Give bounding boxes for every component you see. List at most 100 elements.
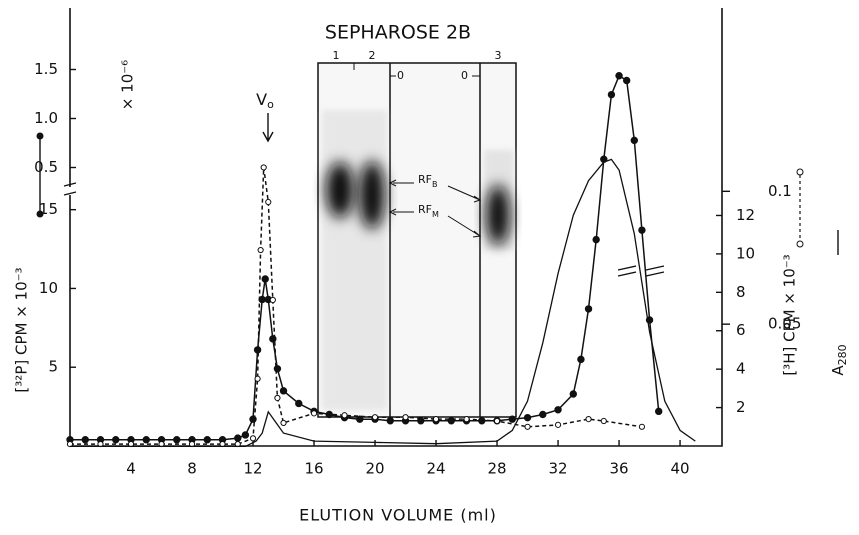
x-tick-label: 16 (304, 460, 323, 478)
data-point (585, 416, 592, 423)
data-point (274, 394, 281, 402)
y-tick-label: 10 (39, 279, 58, 297)
band-main: RF (418, 173, 432, 186)
data-point (584, 305, 593, 313)
y-tick-label: 5 (48, 358, 58, 376)
data-point (261, 275, 269, 283)
lane-label: 1 (333, 49, 340, 62)
x-tick-label: 12 (243, 460, 262, 478)
data-point (260, 164, 267, 171)
v0-arrow (262, 113, 274, 143)
x-tick-label: 24 (426, 460, 445, 478)
y3-tick-label: 0.05 (768, 315, 801, 333)
data-point (638, 226, 646, 234)
data-point (493, 417, 501, 425)
y2-tick-label: 10 (736, 244, 755, 262)
data-point (249, 435, 257, 442)
data-point (142, 435, 150, 444)
chart-title: SEPHAROSE 2B (325, 22, 471, 44)
data-point (524, 423, 531, 430)
y-upper-label: × 10⁻⁶ (119, 60, 137, 110)
legend-3h (796, 168, 804, 248)
origin-label: 0 (461, 69, 468, 82)
data-point (638, 423, 646, 430)
data-point (269, 296, 276, 304)
y2-axis-label: [³H] CPM × 10⁻³ (781, 254, 799, 375)
y-tick-label: 15 (39, 200, 58, 218)
data-point (265, 198, 272, 206)
x-tick-label: 36 (610, 460, 629, 478)
data-point (386, 417, 394, 425)
data-point (257, 246, 264, 254)
data-point (539, 410, 547, 419)
y3-label-sub: 280 (836, 344, 849, 365)
data-point (295, 399, 303, 408)
lane-label: 3 (495, 49, 502, 62)
y3-axis-label: A280 (829, 344, 850, 375)
data-point (173, 435, 181, 444)
data-point (203, 435, 211, 444)
data-point (402, 414, 409, 421)
lane-label: 2 (369, 49, 376, 62)
data-point (600, 417, 607, 425)
gel-inset (317, 62, 517, 418)
series-line (70, 158, 696, 448)
data-point (508, 415, 516, 423)
data-point (234, 434, 242, 442)
v0-main: V (256, 90, 267, 109)
x-tick-label: 8 (187, 460, 197, 478)
data-point (356, 415, 364, 423)
data-point (523, 413, 532, 422)
legend-32p (36, 132, 44, 218)
y-upper-tick-label: 1.5 (34, 60, 58, 78)
data-point (554, 421, 562, 428)
data-point (655, 407, 663, 416)
y-upper-tick-label: 1.0 (34, 109, 58, 127)
data-point (592, 235, 600, 244)
origin-label: 0 (397, 69, 404, 82)
x-tick-label: 40 (671, 460, 690, 478)
data-point (577, 355, 585, 364)
data-point (341, 412, 348, 419)
x-tick-label: 4 (126, 460, 136, 478)
band-arrows (388, 179, 482, 238)
y2-tick-label: 12 (736, 206, 755, 224)
axes (69, 8, 723, 447)
data-point (432, 416, 440, 423)
data-point (112, 435, 120, 444)
band-sub: M (432, 210, 439, 219)
v0-sub: o (267, 98, 274, 111)
band-label: RFB (418, 173, 437, 189)
data-point (622, 76, 631, 85)
y3-label-main: A (829, 365, 847, 376)
band-main: RF (418, 203, 432, 216)
data-point (630, 136, 639, 145)
band-label: RFM (418, 203, 439, 219)
data-point (81, 435, 89, 444)
y2-tick-label: 8 (736, 283, 746, 301)
data-point (554, 406, 562, 414)
data-point (254, 375, 261, 382)
data-point (241, 431, 250, 439)
y-axis-label: [³²P] CPM × 10⁻³ (13, 267, 31, 392)
y2-tick-label: 6 (736, 321, 746, 339)
x-tick-label: 28 (487, 460, 506, 478)
data-point (280, 419, 287, 427)
data-point (371, 414, 379, 421)
y2-tick-label: 2 (736, 398, 746, 416)
data-point (615, 72, 623, 80)
data-point (463, 416, 470, 423)
x-tick-label: 20 (365, 460, 384, 478)
data-point (607, 90, 616, 99)
y2-tick-label: 4 (736, 360, 746, 378)
data-point (569, 390, 577, 398)
data-point (310, 410, 318, 417)
x-tick-label: 32 (548, 460, 567, 478)
v0-label: Vo (256, 90, 274, 112)
band-sub: B (432, 180, 438, 189)
data-point (279, 387, 288, 395)
curve-break (617, 265, 665, 277)
y-upper-tick-label: 0.5 (34, 158, 58, 176)
x-axis-label: ELUTION VOLUME (ml) (299, 506, 497, 525)
